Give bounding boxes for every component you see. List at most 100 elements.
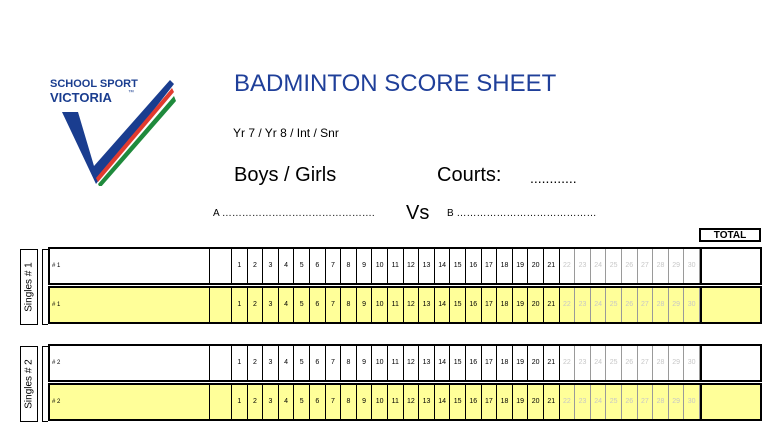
score-cell[interactable]: 18 — [497, 346, 513, 380]
score-cell[interactable]: 14 — [435, 385, 451, 419]
score-cell[interactable]: 15 — [450, 346, 466, 380]
score-cell[interactable]: 14 — [435, 249, 451, 283]
score-cell[interactable]: 3 — [263, 385, 279, 419]
score-cell[interactable]: 17 — [482, 346, 498, 380]
score-cell[interactable]: 29 — [669, 288, 685, 322]
score-cell[interactable]: 27 — [638, 385, 654, 419]
team-b-field[interactable]: B …………………………………… — [447, 208, 597, 219]
score-cell[interactable]: 23 — [575, 385, 591, 419]
score-cell[interactable]: 17 — [482, 385, 498, 419]
score-cell[interactable]: 22 — [560, 346, 576, 380]
score-cell[interactable]: 30 — [684, 288, 700, 322]
score-cell[interactable]: 24 — [591, 385, 607, 419]
score-cell[interactable]: 11 — [388, 288, 404, 322]
score-cell[interactable]: 12 — [404, 249, 420, 283]
score-cell[interactable]: 19 — [513, 385, 529, 419]
score-cell[interactable]: 7 — [326, 288, 342, 322]
score-cell[interactable]: 19 — [513, 346, 529, 380]
player-name-field[interactable]: # 2 — [50, 346, 210, 380]
score-cell[interactable]: 15 — [450, 288, 466, 322]
score-cell[interactable]: 27 — [638, 288, 654, 322]
score-cell[interactable]: 5 — [294, 249, 310, 283]
score-cell[interactable]: 17 — [482, 249, 498, 283]
score-cell[interactable]: 20 — [528, 385, 544, 419]
score-cell[interactable]: 29 — [669, 249, 685, 283]
score-cell[interactable]: 16 — [466, 249, 482, 283]
score-cell[interactable]: 3 — [263, 288, 279, 322]
score-cell[interactable]: 29 — [669, 385, 685, 419]
score-cell[interactable]: 9 — [357, 288, 373, 322]
score-cell[interactable]: 3 — [263, 346, 279, 380]
score-cell[interactable]: 1 — [232, 288, 248, 322]
score-cell[interactable]: 28 — [653, 385, 669, 419]
score-cell[interactable]: 9 — [357, 385, 373, 419]
score-cell[interactable]: 28 — [653, 346, 669, 380]
score-cell[interactable]: 6 — [310, 288, 326, 322]
score-cell[interactable]: 17 — [482, 288, 498, 322]
score-cell[interactable]: 18 — [497, 288, 513, 322]
score-cell[interactable]: 13 — [419, 346, 435, 380]
score-cell[interactable]: 7 — [326, 346, 342, 380]
score-cell[interactable]: 28 — [653, 249, 669, 283]
score-cell[interactable]: 14 — [435, 346, 451, 380]
score-cell[interactable]: 15 — [450, 249, 466, 283]
score-cell[interactable]: 26 — [622, 346, 638, 380]
score-cell[interactable]: 20 — [528, 346, 544, 380]
score-cell[interactable]: 30 — [684, 346, 700, 380]
score-cell[interactable]: 30 — [684, 385, 700, 419]
score-cell[interactable]: 1 — [232, 385, 248, 419]
score-cell[interactable]: 21 — [544, 249, 560, 283]
score-cell[interactable]: 11 — [388, 385, 404, 419]
total-cell[interactable] — [702, 288, 760, 322]
score-cell[interactable]: 20 — [528, 249, 544, 283]
score-cell[interactable]: 4 — [279, 346, 295, 380]
score-cell[interactable]: 9 — [357, 346, 373, 380]
score-cell[interactable]: 13 — [419, 385, 435, 419]
player-name-field[interactable]: # 2 — [50, 385, 210, 419]
score-cell[interactable]: 24 — [591, 288, 607, 322]
score-cell[interactable]: 2 — [248, 249, 264, 283]
score-cell[interactable]: 8 — [341, 288, 357, 322]
score-cell[interactable]: 12 — [404, 385, 420, 419]
score-cell[interactable]: 26 — [622, 385, 638, 419]
score-cell[interactable]: 13 — [419, 249, 435, 283]
score-cell[interactable]: 23 — [575, 346, 591, 380]
score-cell[interactable]: 20 — [528, 288, 544, 322]
score-cell[interactable]: 18 — [497, 385, 513, 419]
score-cell[interactable]: 7 — [326, 385, 342, 419]
score-cell[interactable]: 2 — [248, 346, 264, 380]
score-cell[interactable]: 29 — [669, 346, 685, 380]
score-cell[interactable]: 11 — [388, 249, 404, 283]
score-cell[interactable]: 22 — [560, 385, 576, 419]
score-cell[interactable]: 6 — [310, 346, 326, 380]
score-cell[interactable]: 25 — [606, 385, 622, 419]
score-cell[interactable]: 27 — [638, 249, 654, 283]
score-cell[interactable]: 12 — [404, 346, 420, 380]
total-cell[interactable] — [702, 249, 760, 283]
score-cell[interactable]: 18 — [497, 249, 513, 283]
score-cell[interactable]: 6 — [310, 249, 326, 283]
score-cell[interactable]: 22 — [560, 288, 576, 322]
score-cell[interactable]: 4 — [279, 249, 295, 283]
score-cell[interactable]: 1 — [232, 346, 248, 380]
score-cell[interactable]: 10 — [372, 346, 388, 380]
score-cell[interactable]: 13 — [419, 288, 435, 322]
score-cell[interactable]: 24 — [591, 249, 607, 283]
score-cell[interactable]: 21 — [544, 346, 560, 380]
score-cell[interactable]: 27 — [638, 346, 654, 380]
player-name-field[interactable]: # 1 — [50, 249, 210, 283]
score-cell[interactable]: 16 — [466, 346, 482, 380]
score-cell[interactable]: 5 — [294, 346, 310, 380]
score-cell[interactable]: 9 — [357, 249, 373, 283]
score-cell[interactable]: 4 — [279, 385, 295, 419]
total-cell[interactable] — [702, 385, 760, 419]
score-cell[interactable]: 14 — [435, 288, 451, 322]
score-cell[interactable]: 10 — [372, 249, 388, 283]
score-cell[interactable]: 3 — [263, 249, 279, 283]
score-cell[interactable]: 24 — [591, 346, 607, 380]
score-cell[interactable]: 2 — [248, 385, 264, 419]
score-cell[interactable]: 5 — [294, 288, 310, 322]
score-cell[interactable]: 28 — [653, 288, 669, 322]
score-cell[interactable]: 23 — [575, 249, 591, 283]
score-cell[interactable]: 26 — [622, 249, 638, 283]
